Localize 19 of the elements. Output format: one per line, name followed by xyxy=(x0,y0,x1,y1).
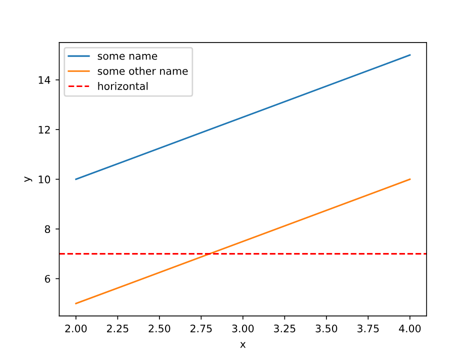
x-tick-label: 2.00 xyxy=(65,324,87,332)
x-axis-title: x xyxy=(240,342,246,348)
x-tick-label: 2.50 xyxy=(148,324,170,332)
x-tick-label: 3.00 xyxy=(232,324,254,332)
y-axis-title: y xyxy=(24,176,32,182)
legend-label: some name xyxy=(98,54,158,60)
x-tick-label: 3.25 xyxy=(274,324,296,332)
x-tick-label: 2.75 xyxy=(190,324,212,332)
x-tick-label: 2.25 xyxy=(107,324,128,332)
y-tick-label: 10 xyxy=(38,176,50,184)
x-tick-label: 3.75 xyxy=(358,324,379,332)
x-tick-label: 4.00 xyxy=(398,324,421,332)
legend-label: some other name xyxy=(98,66,188,75)
y-tick-label: 8 xyxy=(44,225,50,234)
y-tick-label: 6 xyxy=(44,274,50,283)
y-tick-label: 14 xyxy=(38,76,50,84)
legend-label: horizontal xyxy=(98,82,148,90)
y-tick-label: 12 xyxy=(38,126,50,134)
x-tick-label: 3.50 xyxy=(316,324,338,332)
